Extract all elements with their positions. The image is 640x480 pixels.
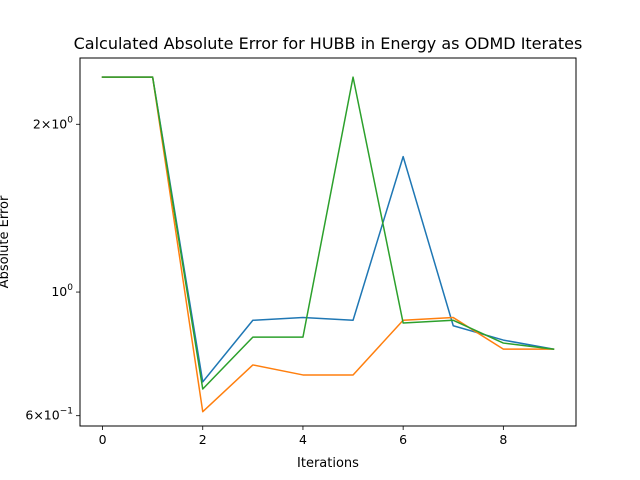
y-axis-label: Absolute Error (0, 195, 12, 288)
series-line-3 (101, 76, 555, 390)
y-axis: 6×10−1 100 2×100 (25, 115, 80, 423)
x-tick-label: 0 (99, 432, 107, 447)
x-axis: 0 2 4 6 8 (99, 426, 507, 447)
series-line-2 (101, 76, 555, 413)
y-tick-label: 100 (51, 283, 73, 299)
series-layer (101, 76, 555, 413)
y-tick-label: 6×10−1 (25, 407, 73, 423)
y-tick-label: 2×100 (33, 115, 73, 131)
x-tick-label: 2 (199, 432, 207, 447)
x-tick-label: 8 (499, 432, 507, 447)
chart-title: Calculated Absolute Error for HUBB in En… (74, 34, 583, 53)
x-tick-label: 4 (299, 432, 307, 447)
x-tick-label: 6 (399, 432, 407, 447)
plot-frame (79, 57, 577, 427)
x-axis-label: Iterations (297, 456, 359, 471)
